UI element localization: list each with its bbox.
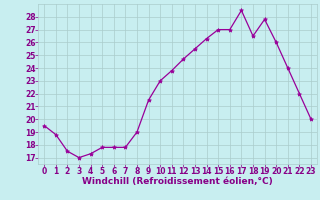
X-axis label: Windchill (Refroidissement éolien,°C): Windchill (Refroidissement éolien,°C) xyxy=(82,177,273,186)
